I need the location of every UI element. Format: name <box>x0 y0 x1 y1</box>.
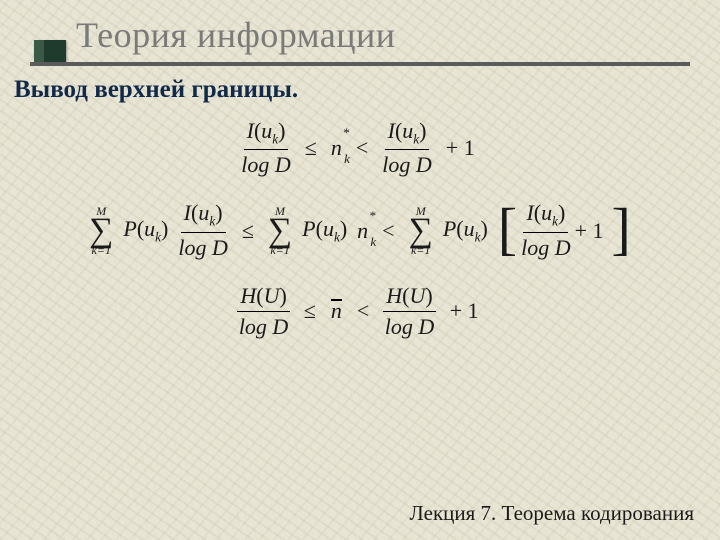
op-le-3: ≤ <box>300 298 320 324</box>
formula-line-3: H(U) log D ≤ n < H(U) log D + 1 <box>237 283 482 340</box>
term-Puk-2: P(uk) <box>302 216 347 245</box>
sum-2: M∑k=1 <box>268 205 292 256</box>
op-lt-2: < <box>378 218 398 244</box>
formula-line-1: I(uk) log D ≤ n*k < I(uk) log D + 1 <box>241 118 478 178</box>
frac-Iuk-logD-sum1: I(uk) log D <box>178 200 228 260</box>
formula-line-2: M ∑ k=1 P(uk) I(uk) log D ≤ M∑k=1 P(uk) … <box>89 200 631 260</box>
sum-1: M ∑ k=1 <box>89 205 113 256</box>
n-star-k-2: n*k <box>357 218 368 244</box>
sum-3: M∑k=1 <box>409 205 433 256</box>
footer-text: Лекция 7. Теорема кодирования <box>410 501 694 526</box>
n-bar: n <box>330 298 343 324</box>
op-le: ≤ <box>301 135 321 161</box>
formula-block: I(uk) log D ≤ n*k < I(uk) log D + 1 M ∑ … <box>0 118 720 340</box>
op-le-2: ≤ <box>238 218 258 244</box>
subtitle: Вывод верхней границы. <box>14 76 298 104</box>
page-title: Теория информации <box>76 14 396 56</box>
op-lt: < <box>352 135 372 161</box>
title-marker <box>34 40 66 62</box>
plus-one: + 1 <box>442 135 479 161</box>
title-rule <box>30 62 690 66</box>
term-Puk-3: P(uk) <box>443 216 488 245</box>
bracketed-term: [ I(uk) log D + 1 ] <box>498 200 631 260</box>
frac-HU-logD-right: H(U) log D <box>383 283 435 340</box>
frac-Iuk-logD-right: I(uk) log D <box>382 118 432 178</box>
op-lt-3: < <box>353 298 373 324</box>
frac-Iuk-logD-sum3: I(uk) log D <box>521 200 571 260</box>
frac-HU-logD-left: H(U) log D <box>237 283 289 340</box>
frac-Iuk-logD-left: I(uk) log D <box>241 118 291 178</box>
term-Puk-1: P(uk) <box>123 216 168 245</box>
plus-one-3: + 1 <box>446 298 483 324</box>
n-star-k: n*k <box>331 135 342 161</box>
